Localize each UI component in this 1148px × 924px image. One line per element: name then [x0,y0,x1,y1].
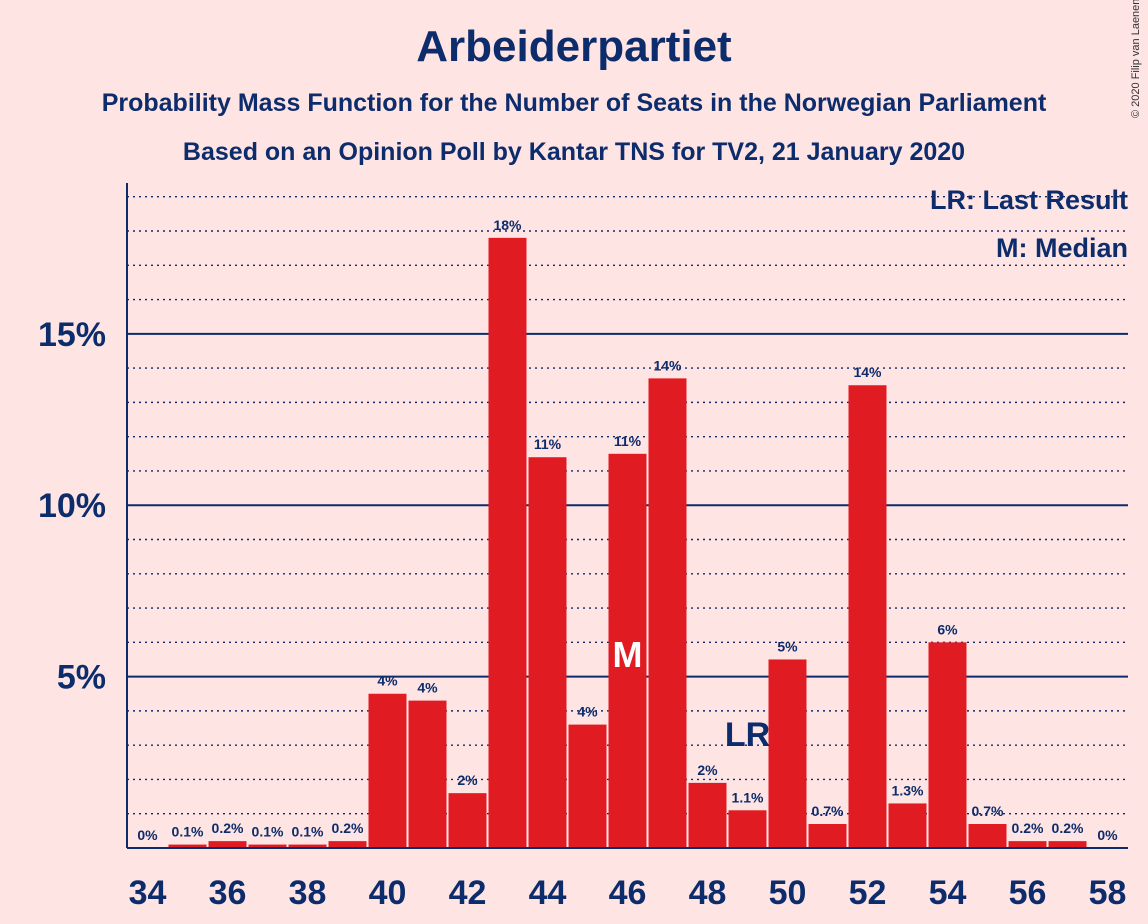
data-label-seat-56: 0.2% [1012,820,1044,836]
x-tick-label: 36 [209,874,247,912]
x-tick-label: 44 [529,874,567,912]
legend-last-result: LR: Last Result [929,185,1128,215]
data-label-seat-44: 11% [534,436,562,452]
bar-seat-50 [768,659,807,848]
bar-seat-54 [928,642,967,848]
bar-seat-52 [848,385,887,848]
data-label-seat-38: 0.1% [292,824,324,840]
bar-seat-37 [248,844,287,848]
data-label-seat-53: 1.3% [892,782,924,798]
data-label-seat-57: 0.2% [1052,820,1084,836]
bar-seat-43 [488,237,527,849]
data-label-seat-47: 14% [653,357,682,373]
data-label-seat-35: 0.1% [172,824,204,840]
bar-seat-49 [728,810,767,848]
bar-seat-51 [808,824,847,848]
data-label-seat-42: 2% [457,772,478,788]
x-tick-label: 34 [129,874,167,912]
data-label-seat-43: 18% [493,217,522,233]
x-tick-label: 46 [609,874,647,912]
x-tick-label: 42 [449,874,487,912]
legend-median: M: Median [996,233,1128,263]
data-label-seat-55: 0.7% [972,803,1004,819]
data-label-seat-51: 0.7% [812,803,844,819]
data-label-seat-49: 1.1% [732,789,764,805]
x-tick-label: 56 [1009,874,1047,912]
bar-seat-42 [448,793,487,848]
data-label-seat-45: 4% [577,704,598,720]
data-label-seat-52: 14% [853,364,882,380]
data-label-seat-48: 2% [697,762,718,778]
bar-seat-36 [208,841,247,848]
bar-seat-39 [328,841,367,848]
y-tick-label: 15% [38,316,106,354]
chart-subtitle-poll: Based on an Opinion Poll by Kantar TNS f… [182,138,966,166]
data-label-seat-37: 0.1% [252,824,284,840]
y-tick-label: 5% [57,659,106,697]
x-tick-label: 54 [929,874,967,912]
bar-seat-56 [1008,841,1047,848]
bar-seat-46 [608,453,647,848]
data-label-seat-54: 6% [937,621,958,637]
y-tick-label: 10% [38,487,106,525]
chart-title: Arbeiderpartiet [416,22,732,71]
bar-seat-57 [1048,841,1087,848]
bar-seat-44 [528,457,567,848]
data-label-seat-36: 0.2% [212,820,244,836]
chart-subtitle: Probability Mass Function for the Number… [101,89,1047,117]
x-tick-label: 58 [1089,874,1127,912]
bar-seat-47 [648,378,687,848]
x-tick-label: 38 [289,874,327,912]
data-label-seat-50: 5% [777,638,798,654]
bar-seat-45 [568,724,607,848]
data-label-seat-46: 11% [614,433,642,449]
median-marker: M [613,634,643,675]
bar-seat-38 [288,844,327,848]
data-label-seat-39: 0.2% [332,820,364,836]
bar-seat-41 [408,700,447,848]
last-result-marker: LR [725,716,770,754]
data-label-seat-41: 4% [417,680,438,696]
bar-seat-40 [368,693,407,848]
x-tick-label: 40 [369,874,407,912]
x-tick-label: 48 [689,874,727,912]
bar-seat-53 [888,803,927,848]
bar-seat-55 [968,824,1007,848]
bar-seat-48 [688,782,727,848]
bar-seat-35 [168,844,207,848]
data-label-seat-40: 4% [377,673,398,689]
data-label-seat-34: 0% [137,827,158,843]
x-tick-label: 50 [769,874,807,912]
x-tick-label: 52 [849,874,887,912]
data-label-seat-58: 0% [1097,827,1118,843]
